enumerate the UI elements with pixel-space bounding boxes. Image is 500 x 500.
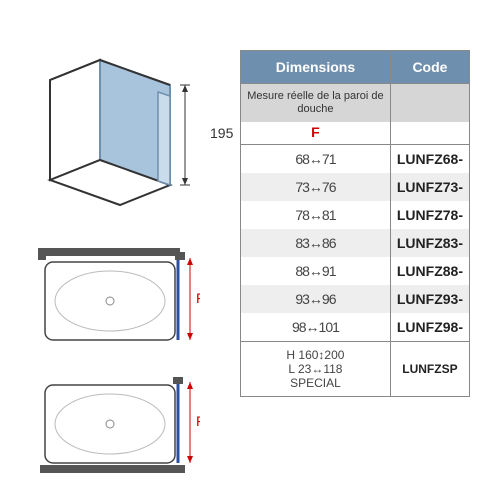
- height-dimension-label: 195: [210, 125, 233, 141]
- special-dims: H 160↕200 L 23↔118 SPECIAL: [241, 342, 391, 397]
- code-cell: LUNFZ93-: [390, 285, 469, 313]
- table: Dimensions Code Mesure réelle de la paro…: [240, 50, 470, 397]
- table-row: 98↔101LUNFZ98-: [241, 313, 470, 342]
- dimensions-table: Dimensions Code Mesure réelle de la paro…: [240, 50, 470, 397]
- page: 195 F: [0, 0, 500, 500]
- table-row: 88↔91LUNFZ88-: [241, 257, 470, 285]
- subheader-text: Mesure réelle de la paroi de douche: [241, 84, 391, 123]
- table-subheader-row: Mesure réelle de la paroi de douche: [241, 84, 470, 123]
- dimension-cell: 73↔76: [241, 173, 391, 201]
- special-code: LUNFZSP: [390, 342, 469, 397]
- table-special-row: H 160↕200 L 23↔118 SPECIAL LUNFZSP: [241, 342, 470, 397]
- dimension-cell: 88↔91: [241, 257, 391, 285]
- header-dimensions: Dimensions: [241, 51, 391, 84]
- dimension-cell: 93↔96: [241, 285, 391, 313]
- plan-view-1: F: [30, 240, 200, 350]
- table-header-row: Dimensions Code: [241, 51, 470, 84]
- dimension-cell: 78↔81: [241, 201, 391, 229]
- dimension-cell: 68↔71: [241, 145, 391, 174]
- code-cell: LUNFZ68-: [390, 145, 469, 174]
- f-label-1: F: [196, 290, 200, 306]
- code-cell: LUNFZ83-: [390, 229, 469, 257]
- table-row: 93↔96LUNFZ93-: [241, 285, 470, 313]
- code-cell: LUNFZ88-: [390, 257, 469, 285]
- subheader-empty: [390, 84, 469, 123]
- header-code: Code: [390, 51, 469, 84]
- table-row: 78↔81LUNFZ78-: [241, 201, 470, 229]
- code-cell: LUNFZ78-: [390, 201, 469, 229]
- f-column-empty: [390, 122, 469, 145]
- technical-drawings: 195 F: [30, 50, 220, 485]
- table-row: 73↔76LUNFZ73-: [241, 173, 470, 201]
- table-f-row: F: [241, 122, 470, 145]
- dimension-cell: 83↔86: [241, 229, 391, 257]
- iso-view-drawing: [30, 50, 220, 210]
- f-label-2: F: [196, 413, 200, 429]
- code-cell: LUNFZ73-: [390, 173, 469, 201]
- dimension-cell: 98↔101: [241, 313, 391, 342]
- table-row: 83↔86LUNFZ83-: [241, 229, 470, 257]
- plan-view-2: F: [30, 370, 200, 480]
- code-cell: LUNFZ98-: [390, 313, 469, 342]
- f-column-label: F: [241, 122, 391, 145]
- table-row: 68↔71LUNFZ68-: [241, 145, 470, 174]
